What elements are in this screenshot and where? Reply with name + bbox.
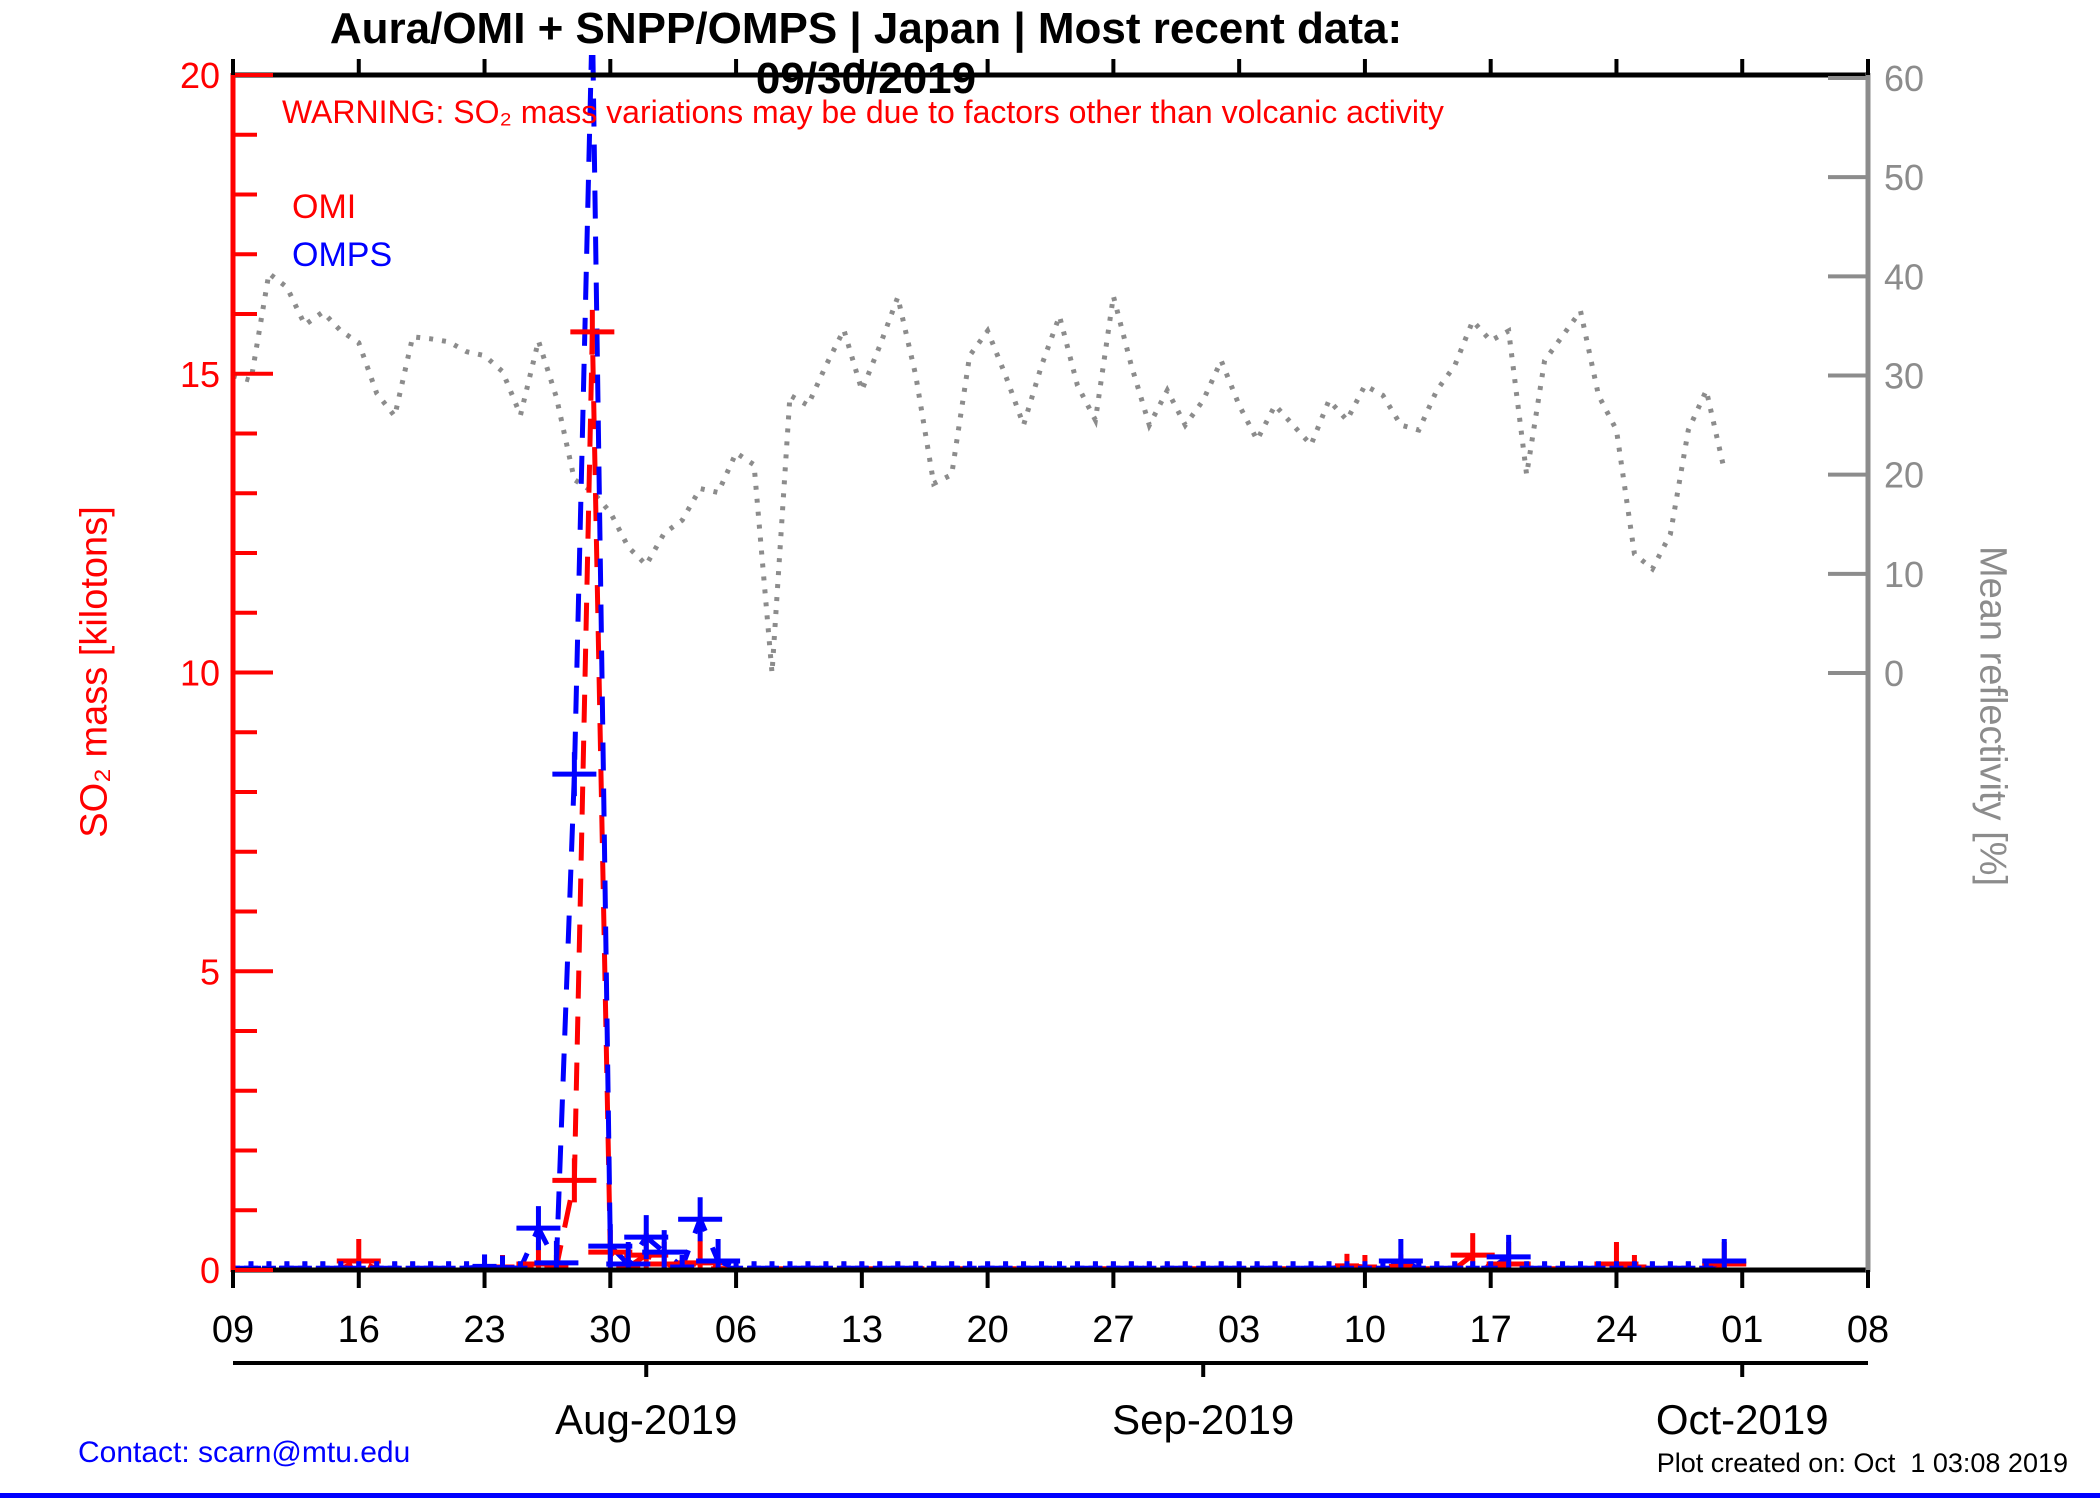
right-tick-label: 0 (1884, 653, 1904, 694)
bottom-border-line (0, 1493, 2100, 1498)
right-tick-label: 20 (1884, 455, 1924, 496)
right-tick-label: 50 (1884, 157, 1924, 198)
x-date-label: 01 (1721, 1309, 1763, 1351)
warning-text: WARNING: SO₂ mass variations may be due … (282, 94, 1444, 130)
left-tick-label: 0 (200, 1250, 220, 1291)
x-date-label: 24 (1595, 1309, 1637, 1351)
series-layer (233, 55, 1747, 1270)
x-date-label: 20 (966, 1309, 1008, 1351)
month-label: Oct-2019 (1656, 1396, 1829, 1443)
right-axis-title: Mean reflectivity [%] (1971, 546, 2014, 886)
right-tick-label: 60 (1884, 58, 1924, 99)
right-tick-label: 40 (1884, 256, 1924, 297)
left-tick-label: 15 (180, 354, 220, 395)
x-date-label: 10 (1344, 1309, 1386, 1351)
x-date-label: 30 (589, 1309, 631, 1351)
x-date-label: 13 (841, 1309, 883, 1351)
x-date-label: 08 (1847, 1309, 1889, 1351)
x-date-label: 09 (212, 1309, 254, 1351)
right-tick-label: 30 (1884, 355, 1924, 396)
left-axis-title: SO₂ mass [kilotons] (73, 506, 116, 838)
reflectivity-line (233, 268, 1727, 674)
right-tick-label: 10 (1884, 554, 1924, 595)
omps-markers (233, 752, 1747, 1270)
x-date-label: 03 (1218, 1309, 1260, 1351)
omps-line (233, 55, 1726, 1270)
omi-line (233, 331, 1725, 1270)
x-date-label: 17 (1470, 1309, 1512, 1351)
x-date-label: 23 (463, 1309, 505, 1351)
x-date-label: 06 (715, 1309, 757, 1351)
left-tick-label: 20 (180, 55, 220, 96)
chart-title: Aura/OMI + SNPP/OMPS | Japan | Most rece… (329, 4, 1403, 103)
left-tick-label: 5 (200, 951, 220, 992)
month-label: Aug-2019 (555, 1396, 737, 1443)
legend-omi-label: OMI (292, 188, 357, 226)
x-date-label: 16 (338, 1309, 380, 1351)
contact-email-link[interactable]: Contact: scarn@mtu.edu (78, 1436, 411, 1469)
left-tick-label: 10 (180, 653, 220, 694)
plot-created-timestamp: Plot created on: Oct 1 03:08 2019 (1656, 1448, 2068, 1478)
month-label: Sep-2019 (1112, 1396, 1294, 1443)
x-date-label: 27 (1092, 1309, 1134, 1351)
legend-omps-label: OMPS (292, 236, 393, 274)
omi-markers (233, 309, 1747, 1270)
